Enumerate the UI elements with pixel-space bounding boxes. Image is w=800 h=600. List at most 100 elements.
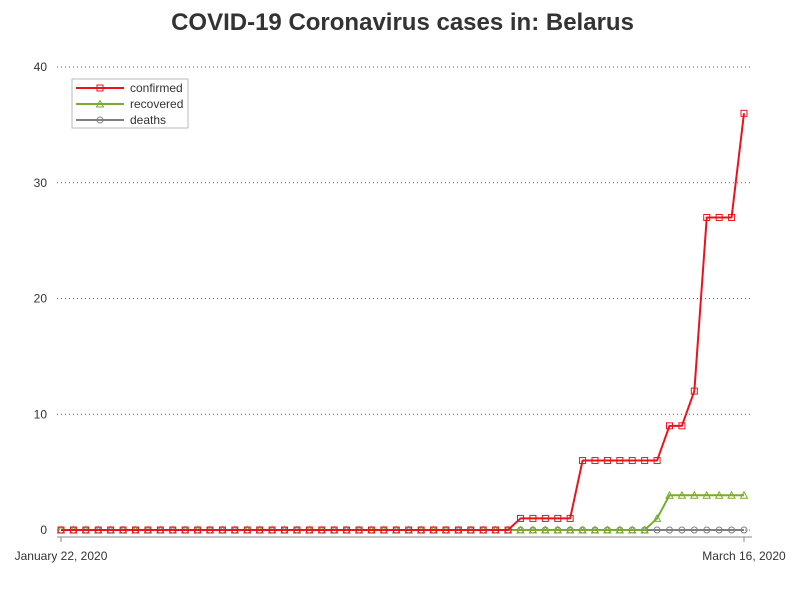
- series-line-confirmed: [61, 113, 745, 531]
- legend-item-deaths: deaths: [76, 113, 166, 127]
- data-point: [652, 513, 662, 522]
- data-point: [417, 526, 425, 534]
- data-point: [715, 213, 723, 221]
- data-point: [566, 514, 574, 522]
- series: [56, 109, 749, 534]
- data-point: [343, 526, 351, 534]
- data-point: [553, 525, 563, 534]
- data-point: [603, 525, 612, 534]
- data-point: [728, 213, 736, 221]
- data-point: [367, 526, 375, 534]
- data-point: [57, 526, 65, 534]
- data-point: [728, 526, 736, 534]
- data-point: [380, 526, 388, 534]
- data-point: [591, 457, 599, 465]
- data-point: [529, 514, 537, 522]
- data-point: [653, 457, 661, 465]
- data-point: [256, 526, 264, 534]
- data-point: [678, 526, 686, 534]
- data-point: [504, 526, 512, 534]
- legend-label: deaths: [130, 113, 166, 127]
- data-point: [405, 526, 413, 534]
- data-point: [715, 526, 723, 534]
- data-point: [132, 526, 140, 534]
- data-point: [492, 526, 500, 534]
- data-point: [194, 526, 202, 534]
- data-point: [169, 526, 177, 534]
- series-confirmed: [57, 109, 748, 534]
- data-point: [665, 526, 673, 534]
- data-point: [579, 457, 587, 465]
- data-point: [516, 514, 524, 522]
- data-point: [565, 525, 575, 534]
- data-point: [268, 526, 276, 534]
- legend-label: recovered: [130, 97, 183, 111]
- data-point: [627, 525, 637, 534]
- data-point: [69, 526, 77, 534]
- data-point: [293, 526, 301, 534]
- data-point: [355, 526, 363, 534]
- y-tick-label: 20: [34, 292, 48, 306]
- data-point: [454, 526, 462, 534]
- data-point: [628, 457, 636, 465]
- data-point: [554, 514, 562, 522]
- y-tick-label: 40: [34, 60, 48, 74]
- data-point: [702, 490, 712, 499]
- data-point: [95, 99, 105, 108]
- data-point: [181, 526, 189, 534]
- data-point: [156, 526, 164, 534]
- data-point: [616, 457, 624, 465]
- data-point: [442, 526, 450, 534]
- data-point: [740, 109, 748, 117]
- data-point: [231, 526, 239, 534]
- x-tick-label: January 22, 2020: [15, 549, 108, 563]
- series-line-recovered: [61, 494, 744, 531]
- data-point: [665, 490, 674, 499]
- data-point: [119, 526, 127, 534]
- data-point: [641, 457, 649, 465]
- legend: confirmed recovered deaths: [71, 78, 189, 129]
- data-point: [590, 525, 600, 534]
- data-point: [318, 526, 326, 534]
- data-point: [206, 526, 214, 534]
- chart-title: COVID-19 Coronavirus cases in: Belarus: [171, 9, 634, 36]
- data-point: [615, 525, 625, 534]
- data-point: [144, 526, 152, 534]
- axes: 0 10 20 30 40 January 22, 2020 March 16, 2020: [15, 60, 786, 563]
- data-point: [243, 526, 251, 534]
- data-point: [94, 526, 102, 534]
- x-tick-label: March 16, 2020: [702, 549, 786, 563]
- legend-item-confirmed: confirmed: [76, 81, 183, 95]
- data-point: [740, 526, 748, 534]
- data-point: [96, 116, 104, 124]
- data-point: [516, 525, 525, 534]
- data-point: [82, 526, 90, 534]
- data-point: [653, 526, 661, 534]
- data-point: [603, 457, 611, 465]
- legend-item-recovered: recovered: [76, 97, 183, 111]
- data-point: [430, 526, 438, 534]
- data-point: [727, 490, 736, 499]
- legend-label: confirmed: [130, 81, 183, 95]
- data-point: [540, 525, 550, 534]
- data-point: [677, 490, 687, 499]
- data-point: [96, 84, 104, 92]
- data-point: [479, 526, 487, 534]
- y-tick-label: 0: [40, 523, 47, 537]
- data-point: [703, 526, 711, 534]
- data-point: [689, 490, 699, 499]
- data-point: [107, 526, 115, 534]
- data-point: [578, 525, 587, 534]
- data-point: [714, 490, 724, 499]
- data-point: [640, 525, 649, 534]
- data-point: [690, 387, 698, 395]
- data-point: [690, 526, 698, 534]
- data-point: [739, 490, 749, 499]
- data-point: [678, 422, 686, 430]
- data-point: [218, 526, 226, 534]
- data-point: [392, 526, 400, 534]
- data-point: [703, 213, 711, 221]
- data-point: [330, 526, 338, 534]
- data-point: [528, 525, 538, 534]
